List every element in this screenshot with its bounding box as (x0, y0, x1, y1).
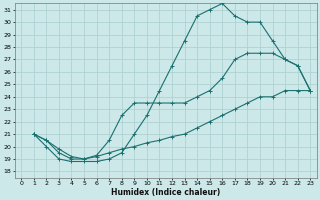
X-axis label: Humidex (Indice chaleur): Humidex (Indice chaleur) (111, 188, 220, 197)
